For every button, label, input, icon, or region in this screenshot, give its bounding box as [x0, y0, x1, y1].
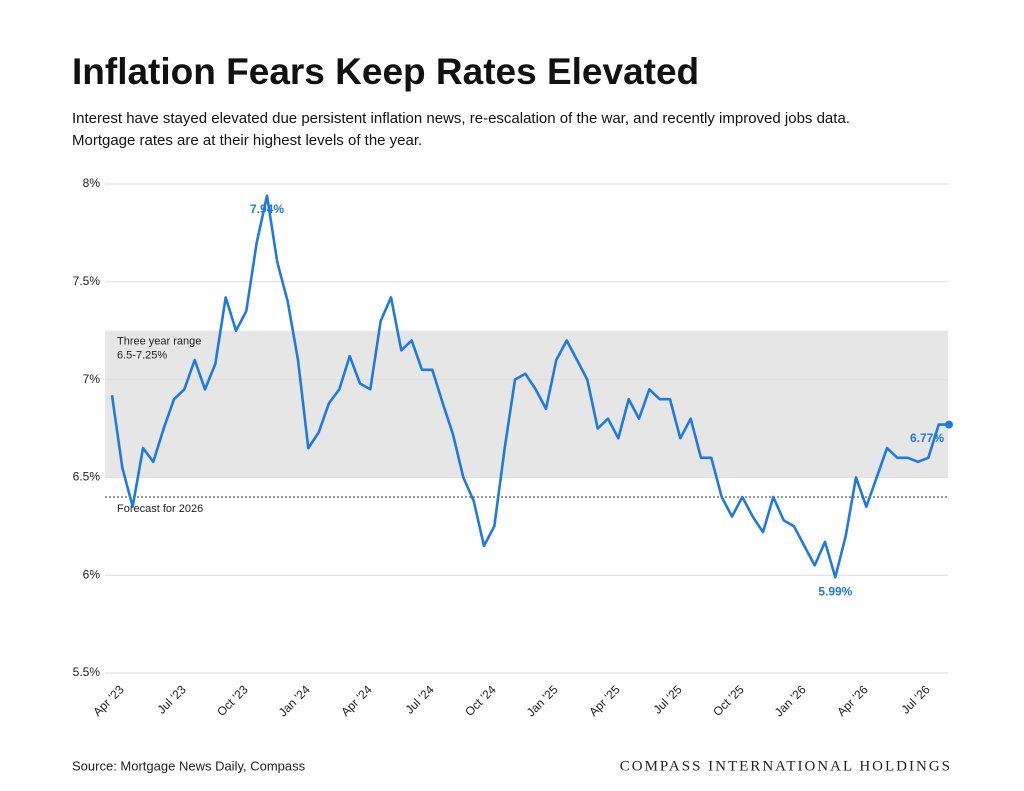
x-tick-label: Jul '26: [899, 682, 933, 716]
subtitle: Mortgage rates are at their highest leve…: [72, 132, 422, 149]
x-tick-label: Oct '23: [214, 682, 251, 719]
x-tick-label: Jan '25: [524, 682, 561, 719]
y-tick-label: 7%: [83, 372, 101, 386]
data-label: 6.77%: [910, 431, 944, 445]
x-tick-label: Apr '24: [338, 682, 375, 719]
end-marker: [945, 420, 953, 429]
y-tick-label: 5.5%: [73, 665, 101, 679]
x-tick-label: Jan '26: [772, 682, 809, 719]
x-tick-label: Jul '23: [155, 682, 189, 716]
band-label: Three year range: [117, 336, 201, 348]
y-tick-label: 7.5%: [73, 274, 101, 288]
band-label: 6.5-7.25%: [117, 350, 167, 362]
y-tick-label: 6.5%: [73, 470, 101, 484]
reference-label: Forecast for 2026: [117, 503, 203, 515]
range-band: [105, 330, 948, 478]
subtitle: Interest have stayed elevated due persis…: [72, 110, 850, 127]
source: Source: Mortgage News Daily, Compass: [72, 758, 306, 773]
chart-title: Inflation Fears Keep Rates Elevated: [72, 51, 699, 92]
x-tick-label: Jul '24: [403, 682, 437, 716]
x-tick-label: Oct '24: [462, 682, 499, 719]
y-tick-label: 6%: [83, 567, 101, 581]
x-tick-label: Jan '24: [276, 682, 313, 719]
x-tick-label: Apr '26: [834, 682, 871, 719]
line: [110, 194, 949, 579]
x-tick-label: Oct '25: [710, 682, 747, 719]
brand: COMPASS INTERNATIONAL HOLDINGS: [620, 758, 952, 774]
x-tick-label: Apr '25: [586, 682, 623, 719]
data-label: 7.94%: [250, 202, 284, 216]
x-tick-label: Apr '23: [90, 682, 127, 719]
x-tick-label: Jul '25: [651, 682, 685, 716]
y-tick-label: 8%: [83, 176, 101, 190]
data-label: 5.99%: [818, 584, 852, 598]
